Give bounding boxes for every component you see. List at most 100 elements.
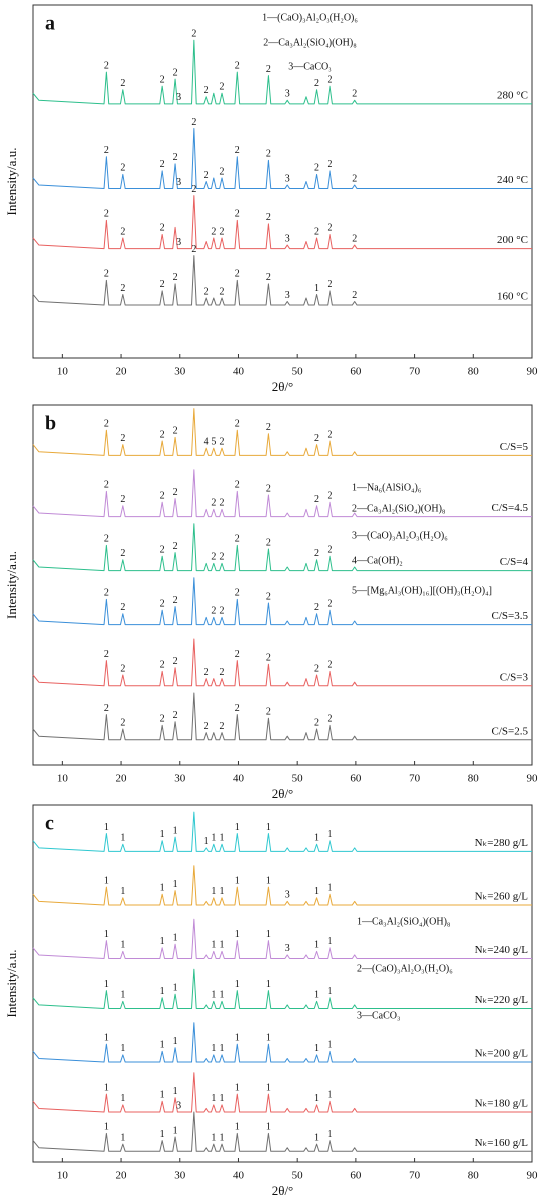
- peak-label: 2: [120, 494, 125, 505]
- x-tick-label: 10: [57, 1170, 69, 1182]
- peak-label: 2: [104, 60, 109, 71]
- y-axis-title: Intensity/a.u.: [4, 950, 19, 1018]
- peak-label: 1: [120, 1043, 125, 1054]
- series-label: C/S=2.5: [492, 725, 529, 737]
- peak-label: 2: [104, 649, 109, 660]
- peak-label: 2: [120, 717, 125, 728]
- peak-label: 2: [104, 480, 109, 491]
- peak-label: 1: [314, 833, 319, 844]
- x-tick-label: 70: [409, 366, 421, 378]
- x-tick-label: 50: [292, 773, 304, 785]
- series-label: Nₖ=220 g/L: [475, 994, 529, 1006]
- x-tick-label: 30: [174, 366, 186, 378]
- peak-label: 2: [235, 269, 240, 280]
- xrd-pattern: [32, 408, 532, 456]
- x-tick-label: 90: [527, 1170, 539, 1182]
- peak-label: 1: [160, 829, 165, 840]
- phase-key: 4—Ca(OH)₂: [352, 555, 403, 566]
- peak-label: 2: [266, 591, 271, 602]
- x-tick-label: 10: [57, 366, 69, 378]
- xrd-pattern: [32, 577, 532, 626]
- peak-label: 1: [160, 1040, 165, 1051]
- peak-label: 3: [285, 233, 290, 244]
- peak-label: 2: [220, 82, 225, 93]
- xrd-pattern: [32, 1022, 532, 1063]
- peak-label: 2: [266, 272, 271, 283]
- peak-label: 2: [328, 490, 333, 501]
- peak-label: 2: [328, 544, 333, 555]
- phase-key: 1—(CaO)₃Al₂O₃(H₂O)₆: [262, 12, 358, 23]
- phase-key: 2—Ca₃Al₂(SiO₄)(OH)₈: [352, 503, 446, 514]
- peak-label: 2: [173, 272, 178, 283]
- peak-label: 2: [173, 487, 178, 498]
- peak-label: 1: [173, 879, 178, 890]
- plot-frame: [32, 4, 533, 359]
- phase-key: 2—(CaO)₃Al₂O₃(H₂O)₆: [357, 963, 453, 974]
- peak-label: 2: [314, 602, 319, 613]
- peak-label: 2: [235, 588, 240, 599]
- peak-label: 2: [120, 433, 125, 444]
- series-label: C/S=5: [500, 441, 529, 453]
- phase-key: 2—Ca₃Al₂(SiO₄)(OH)₈: [263, 37, 357, 48]
- peak-label: 2: [204, 667, 209, 678]
- peak-label: 1: [235, 875, 240, 886]
- peak-label: 3: [176, 177, 181, 188]
- xrd-pattern: [32, 968, 532, 1009]
- peak-label: 2: [328, 223, 333, 234]
- peak-label: 2: [220, 436, 225, 447]
- peak-label: 1: [211, 1093, 216, 1104]
- peak-label: 1: [235, 1122, 240, 1133]
- peak-label: 2: [314, 548, 319, 559]
- peak-label: 1: [104, 979, 109, 990]
- peak-label: 2: [104, 209, 109, 220]
- peak-label: 1: [314, 1132, 319, 1143]
- xrd-pattern: [32, 865, 532, 906]
- peak-label: 2: [211, 552, 216, 563]
- series-label: Nₖ=180 g/L: [475, 1098, 529, 1110]
- peak-label: 1: [266, 1032, 271, 1043]
- plot-frame: [32, 404, 533, 766]
- x-tick-label: 80: [468, 366, 480, 378]
- xrd-pattern: [32, 195, 532, 250]
- peak-label: 1: [235, 822, 240, 833]
- peak-label: 1: [314, 1093, 319, 1104]
- x-axis-title: 2θ/°: [272, 379, 294, 394]
- x-tick-label: 50: [292, 1170, 304, 1182]
- peak-label: 2: [191, 117, 196, 128]
- peak-label: 2: [266, 483, 271, 494]
- peak-label: 1: [173, 825, 178, 836]
- peak-label: 3: [176, 1100, 181, 1111]
- series-label: C/S=4.5: [492, 502, 529, 514]
- peak-label: 2: [235, 703, 240, 714]
- xrd-pattern: [32, 523, 532, 572]
- peak-label: 2: [104, 418, 109, 429]
- xrd-pattern: [32, 1072, 532, 1113]
- peak-label: 2: [220, 606, 225, 617]
- peak-label: 2: [314, 78, 319, 89]
- peak-label: 1: [266, 1122, 271, 1133]
- peak-label: 2: [160, 714, 165, 725]
- peak-label: 2: [173, 595, 178, 606]
- peak-label: 2: [314, 494, 319, 505]
- peak-label: 1: [104, 929, 109, 940]
- x-tick-label: 20: [116, 366, 128, 378]
- series-label: 200 °C: [497, 234, 528, 246]
- peak-label: 1: [104, 1082, 109, 1093]
- xrd-pattern: [32, 638, 532, 687]
- peak-label: 2: [314, 433, 319, 444]
- peak-label: 1: [211, 1132, 216, 1143]
- peak-label: 2: [266, 212, 271, 223]
- peak-label: 1: [120, 886, 125, 897]
- peak-label: 2: [204, 170, 209, 181]
- peak-label: 2: [220, 498, 225, 509]
- x-tick-label: 60: [350, 366, 362, 378]
- xrd-pattern: [32, 918, 532, 960]
- peak-label: 2: [352, 173, 357, 184]
- peak-label: 1: [314, 886, 319, 897]
- peak-label: 1: [266, 979, 271, 990]
- peak-label: 2: [211, 606, 216, 617]
- peak-label: 1: [104, 1032, 109, 1043]
- peak-label: 1: [266, 929, 271, 940]
- x-tick-label: 20: [116, 1170, 128, 1182]
